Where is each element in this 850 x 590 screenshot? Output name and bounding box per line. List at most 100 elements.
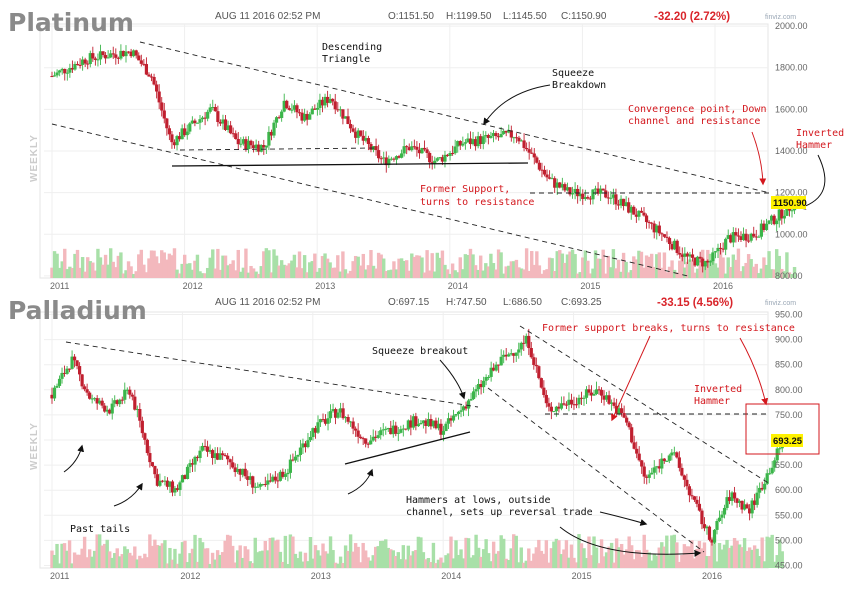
candle-body bbox=[697, 503, 702, 511]
volume-bar bbox=[419, 537, 423, 568]
palladium-open: O:697.15 bbox=[388, 297, 430, 308]
volume-bar bbox=[308, 262, 312, 278]
candle-body bbox=[632, 442, 636, 449]
volume-bar bbox=[281, 561, 285, 568]
volume-bar bbox=[298, 551, 303, 568]
volume-bar bbox=[665, 272, 669, 278]
candle-body bbox=[153, 466, 157, 475]
candle-body bbox=[410, 146, 414, 151]
volume-bar bbox=[616, 259, 621, 278]
candle-body bbox=[773, 460, 777, 468]
volume-bar bbox=[626, 272, 631, 278]
volume-bar bbox=[582, 548, 586, 568]
candle-body bbox=[606, 197, 610, 199]
candle-body bbox=[293, 456, 298, 461]
platinum-former-support-label-1: Former Support, bbox=[420, 184, 510, 195]
candle-body bbox=[764, 223, 769, 230]
volume-bar bbox=[165, 259, 169, 278]
volume-bar bbox=[338, 271, 343, 278]
volume-bar bbox=[632, 256, 636, 278]
volume-bar bbox=[685, 546, 689, 568]
candle-body bbox=[592, 393, 596, 396]
volume-bar bbox=[404, 260, 409, 278]
volume-bar bbox=[721, 257, 725, 278]
volume-bar bbox=[736, 248, 741, 278]
volume-bar bbox=[702, 542, 707, 568]
candle-body bbox=[562, 403, 566, 405]
candle-body bbox=[374, 146, 378, 151]
candle-body bbox=[73, 63, 77, 70]
volume-bar bbox=[328, 536, 333, 568]
volume-bar bbox=[484, 539, 488, 568]
candle-body bbox=[489, 135, 493, 138]
candle-body bbox=[461, 406, 466, 411]
volume-bar bbox=[675, 542, 679, 568]
candle-body bbox=[129, 51, 133, 57]
candle-body bbox=[542, 387, 546, 395]
candle-body bbox=[165, 480, 170, 487]
candle-body bbox=[173, 488, 177, 493]
volume-bar bbox=[453, 270, 457, 278]
candle-body bbox=[441, 431, 446, 435]
volume-bar bbox=[128, 552, 132, 568]
volume-bar bbox=[414, 550, 418, 568]
candle-body bbox=[236, 139, 240, 145]
volume-bar bbox=[547, 257, 552, 278]
candle-body bbox=[712, 529, 717, 543]
candle-body bbox=[466, 400, 471, 409]
palladium-source[interactable]: finviz.com bbox=[765, 300, 796, 307]
candle-body bbox=[276, 480, 280, 482]
candle-body bbox=[416, 424, 420, 427]
volume-bar bbox=[519, 268, 524, 278]
candle-body bbox=[680, 467, 684, 476]
platinum-source[interactable]: finviz.com bbox=[765, 14, 796, 21]
volume-bar bbox=[678, 260, 682, 278]
candle-body bbox=[777, 209, 781, 221]
volume-bar bbox=[173, 548, 177, 568]
candle-body bbox=[634, 214, 638, 217]
candle-body bbox=[349, 421, 353, 423]
volume-bar bbox=[308, 537, 313, 568]
candle-body bbox=[670, 452, 674, 456]
volume-bar bbox=[88, 261, 92, 278]
candle-body bbox=[105, 409, 109, 412]
candle-body bbox=[601, 188, 605, 191]
volume-bar bbox=[412, 256, 417, 278]
volume-bar bbox=[203, 273, 207, 278]
candle-body bbox=[581, 193, 585, 200]
volume-bar bbox=[685, 261, 690, 278]
volume-bar bbox=[767, 251, 771, 278]
candle-body bbox=[655, 466, 659, 468]
candle-body bbox=[134, 50, 138, 56]
volume-bar bbox=[57, 267, 62, 278]
volume-bar bbox=[744, 262, 748, 278]
volume-bar bbox=[537, 539, 541, 568]
volume-bar bbox=[267, 250, 271, 278]
volume-bar bbox=[235, 550, 240, 568]
platinum-squeeze-label: Squeeze bbox=[552, 68, 594, 79]
volume-bar bbox=[75, 249, 80, 278]
candle-body bbox=[109, 53, 113, 58]
palladium-squeeze-label: Squeeze breakout bbox=[372, 346, 468, 357]
platinum-price-badge bbox=[771, 196, 806, 209]
volume-bar bbox=[494, 269, 498, 278]
volume-bar bbox=[782, 271, 787, 278]
volume-bar bbox=[448, 273, 452, 278]
volume-bar bbox=[629, 545, 634, 568]
candle-body bbox=[168, 481, 172, 487]
candle-body bbox=[584, 389, 589, 398]
volume-bar bbox=[722, 544, 727, 568]
volume-bar bbox=[248, 561, 252, 568]
candle-body bbox=[494, 364, 498, 371]
candle-body bbox=[257, 144, 261, 152]
candle-body bbox=[690, 495, 694, 497]
candle-body bbox=[391, 425, 395, 435]
candle-body bbox=[660, 233, 664, 235]
volume-bar bbox=[320, 256, 325, 278]
candle-body bbox=[726, 235, 730, 239]
volume-bar bbox=[323, 253, 327, 278]
volume-bar bbox=[499, 252, 503, 278]
candle-body bbox=[359, 130, 363, 136]
candle-body bbox=[254, 144, 258, 149]
platinum-convergence-label-1: Convergence point, Down bbox=[628, 104, 766, 115]
